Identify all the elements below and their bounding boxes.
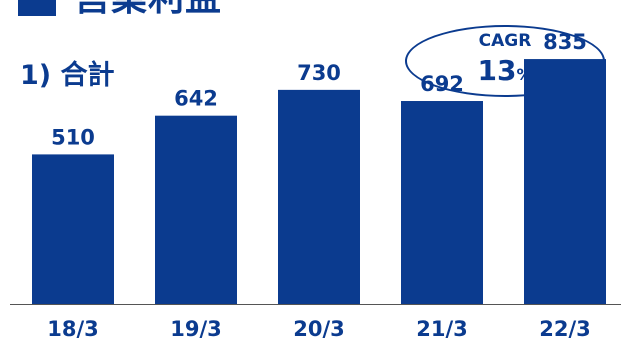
- x-tick-label: 20/3: [293, 317, 345, 340]
- bar-labels-layer: 510 642 730 692 835: [51, 30, 587, 149]
- bar-21-3: [401, 101, 483, 304]
- bar-22-3: [524, 59, 606, 304]
- bar-18-3: [32, 154, 114, 304]
- bar-value-label: 692: [420, 72, 464, 96]
- x-axis-labels: 18/3 19/3 20/3 21/3 22/3: [47, 317, 591, 340]
- x-tick-label: 18/3: [47, 317, 99, 340]
- title-square-marker: [18, 0, 56, 16]
- bars-layer: [32, 59, 606, 305]
- chart-subtitle: 1) 合計: [20, 60, 115, 91]
- bar-value-label: 510: [51, 125, 95, 149]
- slide-header: 営業利益: [18, 0, 222, 17]
- bar-value-label: 730: [297, 61, 341, 85]
- cagr-value: 13: [477, 54, 517, 87]
- bar-value-label: 642: [174, 87, 218, 111]
- x-tick-label: 19/3: [170, 317, 222, 340]
- cagr-label: CAGR: [478, 31, 532, 51]
- bar-19-3: [155, 115, 237, 305]
- x-tick-label: 22/3: [539, 317, 591, 340]
- x-tick-label: 21/3: [416, 317, 468, 340]
- slide-title: 営業利益: [74, 0, 222, 17]
- bar-value-label: 835: [543, 30, 587, 54]
- bar-20-3: [278, 89, 360, 304]
